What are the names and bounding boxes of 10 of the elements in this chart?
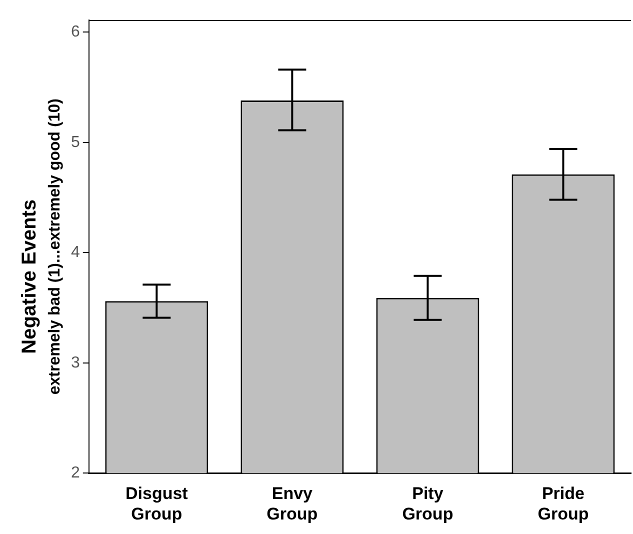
y-tick-label: 6 [70,24,80,41]
x-tick-label: Pride Group [538,484,589,524]
y-tick-label: 3 [70,354,80,372]
x-tick-label: Disgust Group [125,484,188,524]
x-tick-label: Pity Group [402,484,454,524]
y-tick-label: 2 [70,464,80,482]
y-axis-title: Negative Events extremely bad (1)...extremely good (10) [18,98,64,395]
y-tick-label: 4 [70,244,80,262]
x-tick-label: Envy Group [266,484,318,524]
y-tick-label: 5 [70,134,80,151]
